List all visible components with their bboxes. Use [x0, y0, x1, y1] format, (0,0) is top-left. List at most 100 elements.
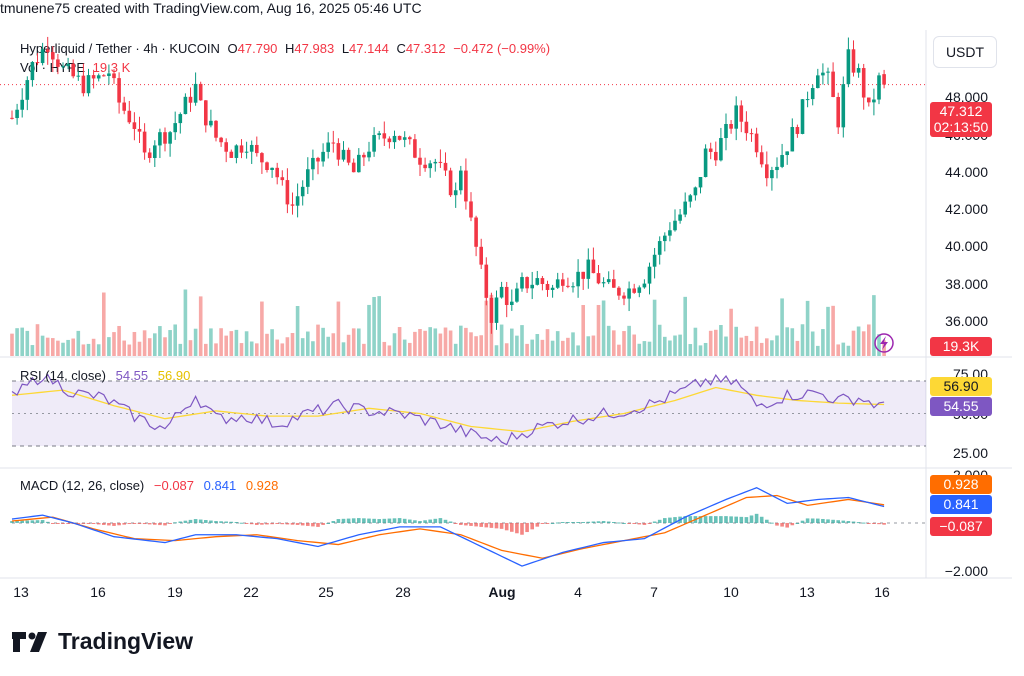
volume-bar — [724, 336, 728, 356]
volume-bar — [566, 337, 570, 356]
volume-bar — [780, 298, 784, 356]
macd-histogram-bar — [632, 522, 636, 524]
candle-body — [56, 59, 60, 67]
volume-bar — [749, 341, 754, 356]
volume-bar — [765, 338, 769, 356]
macd-histogram-bar — [357, 518, 361, 523]
macd-histogram-bar — [66, 522, 70, 524]
currency-button[interactable]: USDT — [933, 36, 997, 68]
candle-body — [418, 157, 422, 165]
candle-body — [173, 123, 177, 133]
macd-histogram-bar — [295, 522, 300, 525]
macd-histogram-bar — [867, 522, 871, 524]
candle-body — [867, 97, 871, 103]
volume-bar — [453, 343, 458, 356]
candle-body — [826, 71, 830, 73]
time-tick: 16 — [90, 584, 106, 600]
tradingview-logo[interactable]: TradingView — [12, 628, 193, 655]
macd-histogram-bar — [652, 521, 657, 523]
candle-body — [20, 99, 24, 110]
volume-bar — [198, 296, 203, 356]
macd-histogram-bar — [433, 518, 438, 523]
volume-bar — [438, 333, 443, 356]
volume-bar — [265, 333, 269, 356]
candle-body — [555, 279, 560, 288]
macd-histogram-bar — [112, 522, 116, 526]
candle-body — [178, 114, 183, 124]
macd-histogram-bar — [642, 522, 647, 525]
candle-body — [311, 157, 315, 170]
candle-body — [408, 137, 412, 140]
volume-bar — [127, 344, 132, 356]
volume-bar — [525, 343, 529, 356]
candle-body — [158, 132, 162, 146]
volume-bar — [15, 328, 19, 356]
candle-body — [785, 151, 789, 156]
volume-bar — [647, 341, 652, 356]
volume-bar — [285, 337, 290, 356]
volume-bar — [193, 328, 198, 356]
candle-body — [561, 279, 565, 286]
macd-histogram-bar — [142, 522, 147, 525]
candle-body — [453, 190, 458, 196]
candle-body — [816, 75, 820, 89]
macd-histogram-bar — [204, 520, 208, 523]
candle-body — [163, 132, 167, 144]
volume-bar — [397, 327, 402, 356]
time-tick: Aug — [488, 584, 516, 600]
macd-histogram-bar — [423, 520, 427, 523]
symbol-name[interactable]: Hyperliquid / Tether · 4h · KUCOIN — [20, 41, 220, 56]
candle-body — [346, 149, 351, 163]
macd-histogram-bar — [673, 517, 677, 523]
candle-body — [244, 151, 249, 153]
volume-bar — [244, 331, 249, 356]
macd-histogram-bar — [280, 522, 285, 525]
macd-histogram-bar — [861, 522, 866, 524]
last-price: 47.312 — [939, 103, 983, 119]
macd-histogram-bar — [775, 522, 779, 526]
macd-histogram-bar — [367, 518, 371, 523]
macd-histogram-bar — [708, 516, 713, 523]
volume-bar — [321, 327, 325, 356]
candle-body — [805, 99, 810, 101]
candle-body — [316, 157, 320, 162]
volume-bar — [469, 332, 473, 356]
macd-histogram-bar — [703, 516, 708, 523]
volume-bar — [137, 341, 142, 356]
candle-body — [841, 84, 846, 128]
macd-histogram-bar — [25, 520, 30, 523]
candle-body — [566, 285, 570, 287]
macd-histogram-bar — [346, 518, 351, 523]
volume-bar — [545, 329, 550, 356]
volume-bar — [821, 329, 825, 356]
candle-body — [831, 71, 835, 97]
macd-histogram-bar — [714, 516, 718, 523]
candle-body — [275, 167, 279, 178]
macd-histogram-bar — [270, 522, 274, 525]
volume-bar — [377, 296, 381, 356]
candle-body — [377, 133, 381, 136]
macd-histogram-bar — [484, 522, 489, 528]
macd-histogram-bar — [800, 520, 805, 523]
rsi-badge: 54.55 — [930, 397, 992, 416]
candle-body — [204, 100, 208, 126]
volume-bar — [280, 343, 285, 356]
macd-histogram-bar — [234, 522, 239, 523]
macd-histogram-bar — [525, 522, 529, 533]
macd-histogram-bar — [668, 517, 672, 523]
macd-histogram-bar — [571, 522, 575, 523]
macd-histogram-bar — [836, 520, 840, 523]
volume-bar — [459, 325, 463, 356]
volume-bar — [56, 340, 60, 356]
macd-histogram-bar — [20, 520, 24, 523]
volume-bar — [612, 330, 616, 356]
macd-histogram-bar — [76, 522, 81, 524]
volume-bar — [856, 326, 861, 356]
price-tick: 40.000 — [945, 238, 988, 254]
candle-body — [617, 287, 621, 296]
candle-body — [15, 109, 19, 119]
price-tick: 38.000 — [945, 276, 988, 292]
volume-bar — [367, 304, 371, 356]
rsi-ma-value: 56.90 — [157, 368, 191, 383]
